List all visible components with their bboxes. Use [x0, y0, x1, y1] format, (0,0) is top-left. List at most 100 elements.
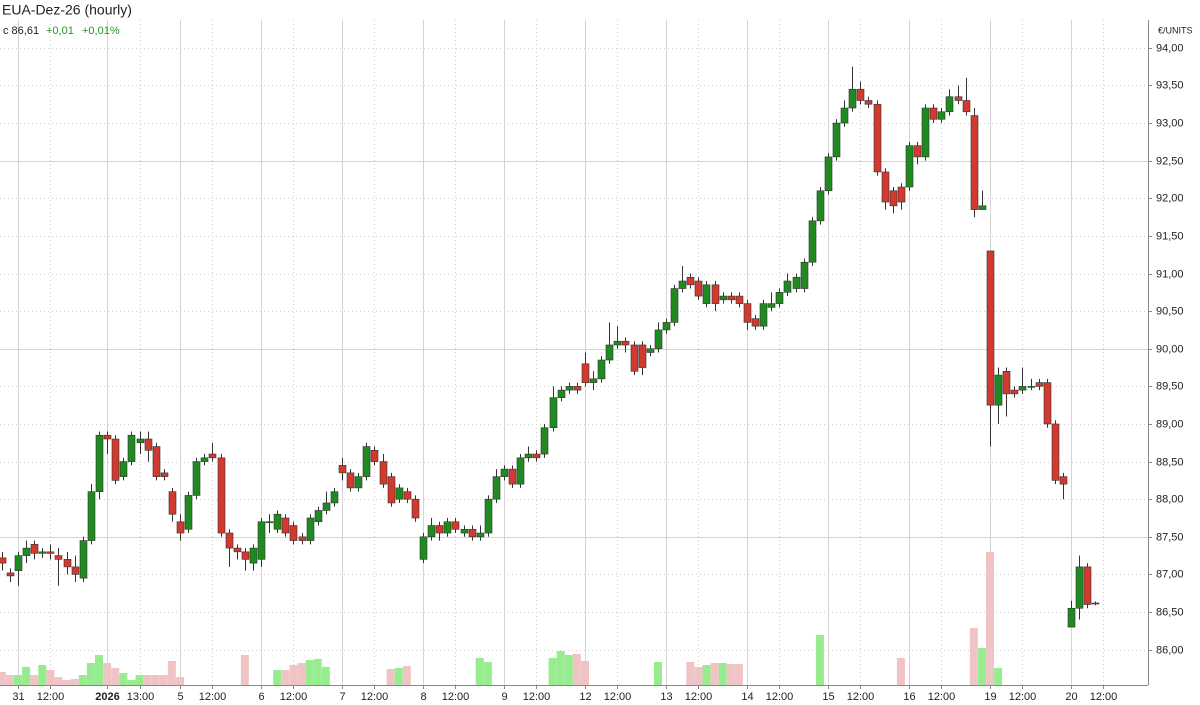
y-tick-label: 91,00: [1156, 268, 1184, 280]
volume-bar: [159, 675, 168, 685]
candle-body: [1067, 607, 1076, 628]
x-tick-label: 13: [660, 691, 672, 703]
y-tick-label: 89,50: [1156, 380, 1184, 392]
candle-body: [395, 487, 404, 500]
volume-bar: [475, 658, 484, 685]
x-tick-label: 6: [258, 691, 264, 703]
candle-body: [994, 374, 1003, 406]
candle-body: [516, 457, 525, 485]
x-tick-label: 7: [339, 691, 345, 703]
candle-body: [662, 322, 671, 331]
candle-body: [79, 540, 88, 579]
x-tick-label: 20: [1065, 691, 1077, 703]
candle-body: [265, 521, 274, 524]
x-tick-label: 12:00: [280, 691, 308, 703]
candle-body: [1027, 386, 1036, 388]
candle-body: [1091, 602, 1100, 605]
candle-body: [306, 517, 315, 541]
x-tick-label: 12:00: [928, 691, 956, 703]
candle-body: [168, 491, 177, 515]
x-tick-label: 12:00: [766, 691, 794, 703]
x-tick-label: 12:00: [442, 691, 470, 703]
candle-body: [0, 557, 7, 564]
candle-body: [411, 498, 420, 519]
grid: [0, 20, 1148, 685]
y-tick-label: 94,00: [1156, 42, 1184, 54]
candle-body: [646, 348, 655, 353]
candle-body: [597, 359, 606, 380]
candle-body: [840, 107, 849, 124]
y-tick-label: 91,50: [1156, 230, 1184, 242]
candle-body: [557, 389, 566, 398]
change: +0,01: [46, 25, 74, 37]
candle-body: [1083, 566, 1092, 605]
candle-body: [225, 532, 234, 549]
candle-body: [152, 446, 161, 477]
volume-bar: [556, 651, 565, 685]
y-tick-label: 88,50: [1156, 456, 1184, 468]
candle-body: [354, 476, 363, 489]
volume-bar: [483, 662, 492, 685]
candle-body: [1075, 566, 1084, 609]
candle-body: [848, 88, 857, 109]
candle-body: [702, 284, 711, 304]
candle-body: [71, 566, 80, 575]
volume-bar: [103, 663, 112, 685]
candle-body: [565, 386, 574, 391]
candle-body: [816, 190, 825, 222]
volume-bar: [240, 655, 249, 685]
candle-body: [217, 457, 226, 534]
candle-body: [346, 472, 355, 489]
y-tick-label: 86,50: [1156, 606, 1184, 618]
y-tick-label: 87,50: [1156, 531, 1184, 543]
candle-body: [889, 190, 898, 207]
y-tick-label: 90,00: [1156, 343, 1184, 355]
volume-bar: [402, 666, 411, 685]
volume-bar: [111, 668, 120, 685]
candle-body: [508, 468, 517, 485]
y-tick-label: 87,00: [1156, 568, 1184, 580]
volume-bar: [62, 680, 71, 685]
volume-bar: [702, 665, 711, 685]
volume-bar: [46, 670, 55, 685]
candle-body: [103, 434, 112, 440]
candle-body: [338, 465, 347, 474]
y-tick-label: 90,50: [1156, 305, 1184, 317]
candle-body: [792, 276, 801, 289]
change-percent: +0,01%: [82, 25, 120, 37]
candle-body: [314, 510, 323, 523]
candle-body: [127, 434, 136, 462]
volume-bar: [297, 663, 306, 685]
candle-body: [743, 303, 752, 323]
volume-bar: [653, 662, 662, 685]
candle-body: [1010, 389, 1019, 395]
candle-body: [945, 96, 954, 113]
candle-body: [929, 107, 938, 120]
volume-bar: [896, 658, 905, 685]
volume-bar: [581, 661, 589, 685]
candle-body: [532, 453, 541, 459]
x-tick-label: 12:00: [199, 691, 227, 703]
candle-body: [192, 461, 201, 496]
x-tick-label: 12:00: [361, 691, 389, 703]
volume-bar: [151, 675, 160, 685]
candle-body: [1002, 371, 1011, 395]
candle-body: [298, 536, 307, 541]
candle-body: [362, 446, 371, 477]
x-tick-label: 5: [177, 691, 183, 703]
candle-body: [678, 280, 687, 289]
volume-bar: [313, 659, 322, 685]
candle-body: [289, 525, 298, 541]
y-tick-label: 92,50: [1156, 155, 1184, 167]
candle-body: [403, 491, 412, 500]
candle-body: [711, 284, 720, 304]
volume-bar: [70, 679, 79, 685]
candle-body: [589, 378, 598, 383]
x-tick-label: 14: [741, 691, 753, 703]
candle-body: [419, 536, 428, 560]
axes: 86,00 86,50 87,00 87,50 88,00 88,50 89,00 89,50…: [12, 42, 1183, 703]
candle-body: [30, 544, 39, 554]
candle-body: [1018, 386, 1027, 391]
candle-body: [476, 532, 485, 538]
candle-body: [370, 449, 379, 462]
